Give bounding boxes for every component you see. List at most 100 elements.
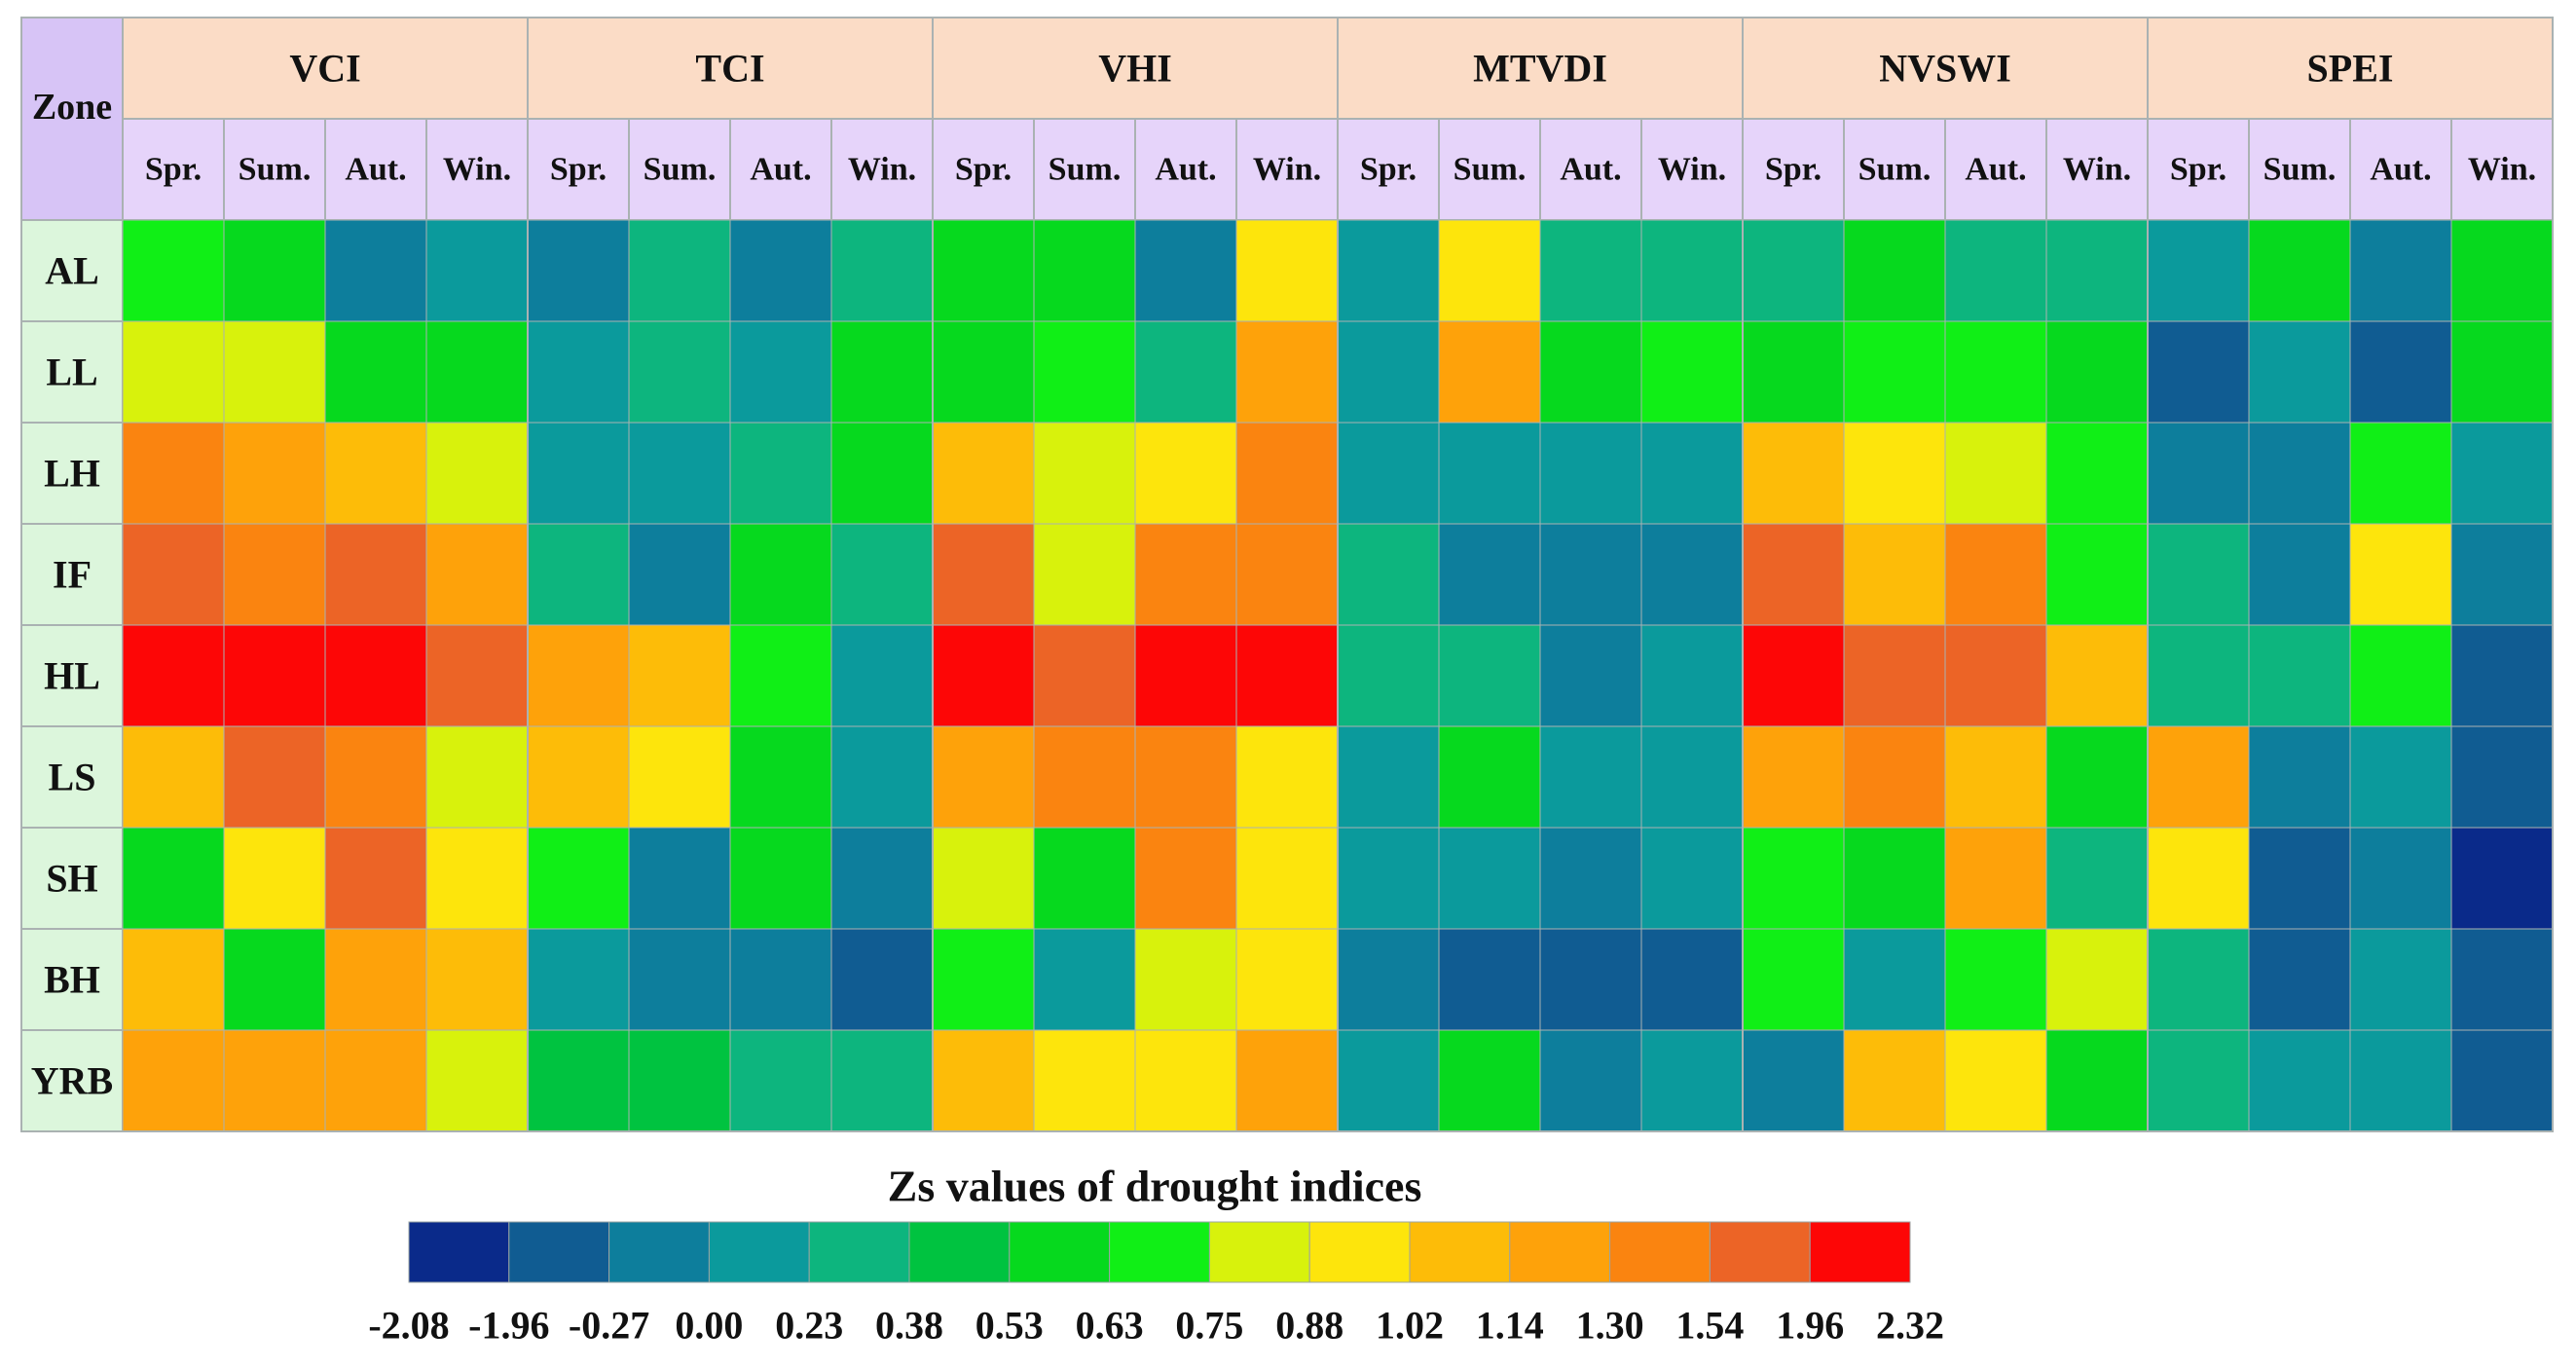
season-header-label: Spr.: [2170, 152, 2226, 188]
heatmap-cell: [1742, 928, 1845, 1031]
heatmap-cell: [729, 827, 832, 930]
heatmap-cell: [122, 827, 225, 930]
heatmap-cell: [2349, 827, 2452, 930]
heatmap-cell: [830, 422, 934, 525]
heatmap-cell: [2349, 1029, 2452, 1132]
legend-tick-label: -1.96: [468, 1304, 549, 1348]
heatmap-cell: [729, 523, 832, 626]
heatmap-cell: [223, 1029, 326, 1132]
heatmap-cell: [2349, 928, 2452, 1031]
heatmap-cell: [1134, 523, 1237, 626]
season-header-cell: [2248, 118, 2351, 221]
heatmap-cell: [2045, 827, 2149, 930]
heatmap-cell: [1134, 725, 1237, 829]
heatmap-cell: [223, 523, 326, 626]
heatmap-cell: [425, 725, 529, 829]
heatmap-cell: [1438, 827, 1541, 930]
heatmap-cell: [1843, 320, 1946, 424]
heatmap-cell: [1033, 320, 1136, 424]
legend-tick-label: 0.23: [775, 1304, 843, 1348]
heatmap-cell: [2248, 725, 2351, 829]
heatmap-cell: [425, 219, 529, 322]
heatmap-cell: [1742, 523, 1845, 626]
heatmap-cell: [1539, 827, 1642, 930]
legend-tick-label: 0.00: [675, 1304, 743, 1348]
heatmap-cell: [932, 624, 1035, 727]
heatmap-cell: [628, 1029, 731, 1132]
zone-header-label: Zone: [32, 87, 112, 128]
heatmap-cell: [1944, 928, 2047, 1031]
heatmap-cell: [122, 523, 225, 626]
heatmap-cell: [2045, 523, 2149, 626]
heatmap-cell: [1640, 928, 1744, 1031]
legend-tick-label: 1.30: [1576, 1304, 1644, 1348]
heatmap-cell: [2248, 624, 2351, 727]
heatmap-cell: [628, 725, 731, 829]
heatmap-cell: [1235, 219, 1339, 322]
heatmap-cell: [729, 624, 832, 727]
heatmap-cell: [1033, 422, 1136, 525]
heatmap-cell: [1539, 422, 1642, 525]
heatmap-cell: [425, 523, 529, 626]
heatmap-cell: [932, 219, 1035, 322]
heatmap-cell: [1235, 523, 1339, 626]
heatmap-cell: [1843, 928, 1946, 1031]
heatmap-cell: [1337, 1029, 1440, 1132]
heatmap-cell: [1134, 827, 1237, 930]
zone-label-hl: HL: [44, 654, 100, 698]
heatmap-cell: [2349, 725, 2452, 829]
zone-label-cell: [20, 725, 124, 829]
heatmap-cell: [1944, 320, 2047, 424]
heatmap-cell: [729, 422, 832, 525]
heatmap-cell: [1438, 1029, 1541, 1132]
season-header-label: Sum.: [644, 152, 717, 188]
heatmap-cell: [729, 219, 832, 322]
heatmap-cell: [628, 320, 731, 424]
season-header-label: Sum.: [2263, 152, 2337, 188]
heatmap-cell: [1033, 928, 1136, 1031]
heatmap-cell: [1337, 827, 1440, 930]
heatmap-cell: [1843, 624, 1946, 727]
legend-tick-label: 1.54: [1675, 1304, 1744, 1348]
heatmap-cell: [223, 219, 326, 322]
heatmap-cell: [527, 928, 630, 1031]
heatmap-cell: [122, 624, 225, 727]
heatmap-cell: [2248, 422, 2351, 525]
heatmap-cell: [1843, 827, 1946, 930]
heatmap-cell: [2045, 320, 2149, 424]
heatmap-cell: [324, 928, 427, 1031]
legend-swatch: [1609, 1221, 1711, 1283]
zone-label-if: IF: [53, 553, 92, 597]
heatmap-cell: [2450, 624, 2554, 727]
season-header-cell: [1134, 118, 1237, 221]
heatmap-cell: [1640, 320, 1744, 424]
season-header-label: Aut.: [750, 152, 811, 188]
zone-header-cell: [20, 17, 124, 221]
heatmap-cell: [2147, 624, 2250, 727]
heatmap-cell: [1235, 827, 1339, 930]
heatmap-cell: [2248, 320, 2351, 424]
season-header-label: Spr.: [550, 152, 607, 188]
heatmap-cell: [830, 320, 934, 424]
heatmap-cell: [1843, 523, 1946, 626]
heatmap-cell: [425, 827, 529, 930]
heatmap-cell: [2147, 422, 2250, 525]
heatmap-cell: [1438, 725, 1541, 829]
zone-label-al: AL: [45, 249, 99, 293]
heatmap-cell: [932, 827, 1035, 930]
heatmap-cell: [527, 827, 630, 930]
heatmap-cell: [2248, 1029, 2351, 1132]
heatmap-cell: [2147, 1029, 2250, 1132]
index-header-label: NVSWI: [1879, 47, 2011, 91]
heatmap-cell: [1337, 725, 1440, 829]
heatmap-cell: [1134, 422, 1237, 525]
heatmap-cell: [1944, 827, 2047, 930]
heatmap-cell: [1033, 1029, 1136, 1132]
heatmap-cell: [1539, 725, 1642, 829]
heatmap-cell: [425, 422, 529, 525]
heatmap-cell: [527, 219, 630, 322]
heatmap-cell: [223, 725, 326, 829]
heatmap-cell: [2450, 523, 2554, 626]
heatmap-cell: [2045, 928, 2149, 1031]
heatmap-cell: [2450, 1029, 2554, 1132]
